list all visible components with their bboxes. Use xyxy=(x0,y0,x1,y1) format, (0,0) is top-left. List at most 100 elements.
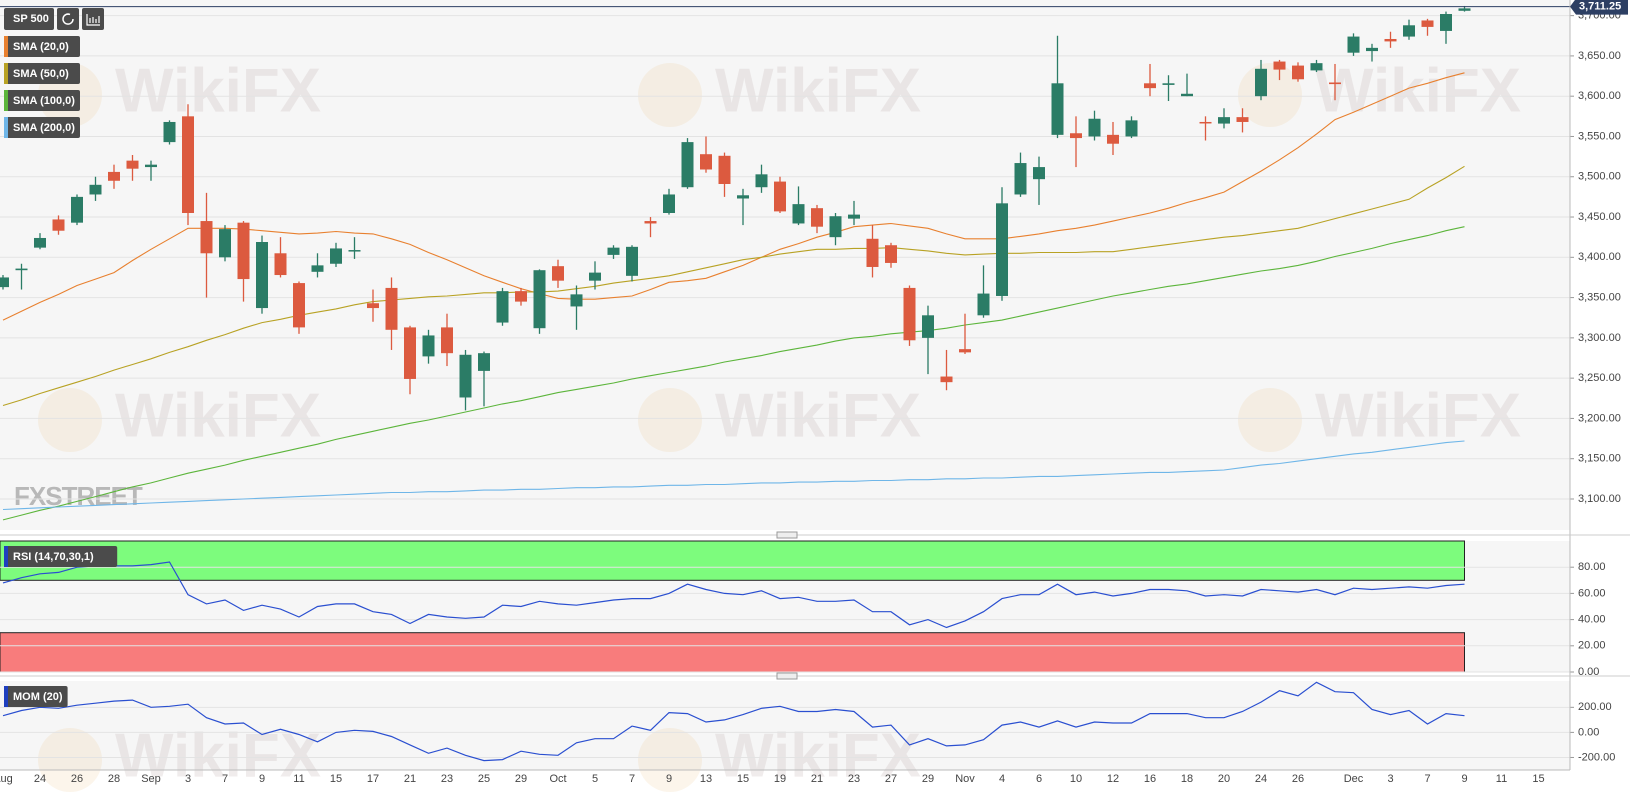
x-tick-label: 13 xyxy=(700,773,712,785)
watermark: WikiFX xyxy=(1315,381,1521,450)
candle-body xyxy=(311,265,324,272)
x-tick-label: 24 xyxy=(1255,773,1267,785)
candle-body xyxy=(607,247,620,255)
indicator-chip[interactable] xyxy=(4,686,68,707)
watermark: WikiFX xyxy=(115,381,321,450)
oversold-zone xyxy=(0,632,1465,673)
candle-body xyxy=(126,160,139,169)
refresh-button[interactable] xyxy=(57,8,79,30)
candle-body xyxy=(681,142,694,188)
candle-body xyxy=(385,287,398,330)
x-tick-label: 29 xyxy=(515,773,527,785)
grip[interactable] xyxy=(776,672,798,680)
sma-line xyxy=(2,165,1465,407)
symbol-title: SP 500 xyxy=(13,13,49,25)
candle-body xyxy=(1033,167,1045,180)
watermark-logo xyxy=(638,388,702,452)
candle-body xyxy=(1366,47,1378,52)
candle-body xyxy=(1421,20,1434,27)
candle-body xyxy=(700,154,712,170)
y-tick-label: 3,400.00 xyxy=(1578,251,1621,263)
candle-body xyxy=(163,121,176,143)
candle-body xyxy=(367,303,379,309)
candle-body xyxy=(626,246,638,276)
y-tick-label: 20.00 xyxy=(1578,640,1606,652)
legend-chip[interactable] xyxy=(4,117,80,138)
candle-body xyxy=(755,174,768,188)
x-tick-label: 25 xyxy=(478,773,490,785)
candle-body xyxy=(478,353,490,371)
legend-chip[interactable] xyxy=(4,63,80,84)
grip[interactable] xyxy=(776,531,798,539)
candle-body xyxy=(737,195,749,199)
x-tick-label: 4 xyxy=(999,773,1005,785)
legend-label: SMA (20,0) xyxy=(13,41,69,53)
x-tick-label: 7 xyxy=(629,773,635,785)
indicator-chip[interactable] xyxy=(4,546,118,567)
candle-body xyxy=(829,216,842,238)
candle-body xyxy=(1273,61,1286,70)
candle-body xyxy=(348,250,361,252)
candle-body xyxy=(940,376,953,383)
y-tick-label: -200.00 xyxy=(1578,751,1615,763)
candle-body xyxy=(996,203,1008,296)
y-tick-label: 3,100.00 xyxy=(1578,493,1621,505)
candle-body xyxy=(89,184,102,195)
watermark: WikiFX xyxy=(715,381,921,450)
symbol-chip[interactable] xyxy=(4,8,54,30)
watermark-logo xyxy=(638,63,702,127)
sma-line xyxy=(2,440,1465,511)
candle-body xyxy=(1070,133,1082,139)
candle-body xyxy=(977,293,990,316)
candle-body xyxy=(1310,63,1323,71)
x-tick-label: 3 xyxy=(185,773,191,785)
x-tick-label: 19 xyxy=(774,773,786,785)
y-tick-label: 80.00 xyxy=(1578,561,1606,573)
grip-handle[interactable] xyxy=(776,531,798,539)
x-tick-label: 27 xyxy=(885,773,897,785)
grip-handle[interactable] xyxy=(776,672,798,680)
indicator-swatch xyxy=(4,546,8,567)
candle-body xyxy=(1014,163,1027,195)
y-tick-label: 60.00 xyxy=(1578,587,1606,599)
x-tick-label: 12 xyxy=(1107,773,1119,785)
candle-body xyxy=(459,354,472,398)
candle-body xyxy=(219,229,231,258)
legend-label: SMA (100,0) xyxy=(13,95,75,107)
x-tick-label: 26 xyxy=(71,773,83,785)
y-tick-label: 3,650.00 xyxy=(1578,50,1621,62)
x-tick-label: 10 xyxy=(1070,773,1082,785)
x-tick-label: 15 xyxy=(330,773,342,785)
candle-body xyxy=(1347,36,1360,53)
candle-body xyxy=(774,181,786,212)
candle-body xyxy=(848,214,860,219)
legend-swatch xyxy=(4,36,8,57)
candle-body xyxy=(1107,134,1119,144)
candle-body xyxy=(1088,118,1101,137)
y-tick-label: 3,600.00 xyxy=(1578,90,1621,102)
legend-label: SMA (200,0) xyxy=(13,122,75,134)
candle-body xyxy=(108,171,120,181)
watermark-logo xyxy=(1238,63,1302,127)
watermark-logo xyxy=(38,388,102,452)
candle-body xyxy=(256,242,268,309)
legend-chip[interactable] xyxy=(4,36,80,57)
x-tick-label: 20 xyxy=(1218,773,1230,785)
candle-body xyxy=(718,155,731,184)
x-tick-label: Dec xyxy=(1344,773,1364,785)
x-tick-label: 7 xyxy=(222,773,228,785)
x-tick-label: 9 xyxy=(1461,773,1467,785)
candle-body xyxy=(903,287,916,341)
candle-body xyxy=(15,268,28,271)
x-tick-label: 17 xyxy=(367,773,379,785)
indicator-line xyxy=(2,681,1465,762)
x-tick-label: 21 xyxy=(811,773,823,785)
legend-chip[interactable] xyxy=(4,90,80,111)
indicator-swatch xyxy=(4,686,8,707)
candle-body xyxy=(330,248,342,264)
candle-body xyxy=(441,327,453,354)
last-price-tag: 3,711.25 xyxy=(1579,0,1621,12)
sma-line xyxy=(2,226,1465,521)
